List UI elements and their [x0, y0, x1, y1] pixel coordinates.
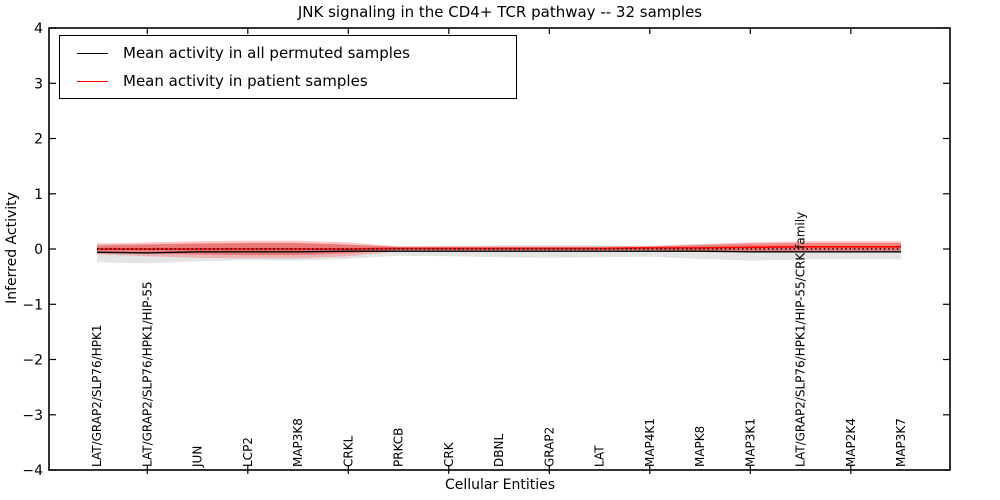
y-axis-label: Inferred Activity — [4, 192, 20, 304]
x-tick-label: LAT — [593, 445, 607, 467]
x-tick-label: LCP2 — [241, 437, 255, 467]
x-tick-label: MAP3K7 — [894, 418, 908, 467]
y-tick-label: 1 — [34, 187, 43, 203]
x-tick-label: DBNL — [492, 434, 506, 467]
legend-label-permuted: Mean activity in all permuted samples — [123, 44, 410, 62]
legend-item-permuted: Mean activity in all permuted samples — [60, 39, 516, 67]
y-tick-label: −1 — [22, 297, 43, 313]
x-axis-label: Cellular Entities — [444, 477, 556, 493]
x-tick-label: GRAP2 — [543, 427, 557, 467]
chart-title: JNK signaling in the CD4+ TCR pathway --… — [297, 3, 703, 21]
x-tick-label: MAP3K1 — [744, 418, 758, 467]
x-tick-label: LAT/GRAP2/SLP76/HPK1/HIP-55 — [141, 281, 155, 467]
x-tick-label: JUN — [191, 446, 205, 468]
legend-line-permuted-icon — [77, 52, 108, 54]
y-tick-label: 0 — [34, 242, 43, 258]
y-tick-label: −2 — [22, 353, 43, 369]
x-tick-label: MAP3K8 — [291, 418, 305, 467]
x-axis-ticks — [146, 28, 852, 474]
y-tick-label: 2 — [34, 132, 43, 148]
x-tick-label: CRK — [442, 441, 456, 467]
legend: Mean activity in all permuted samples Me… — [59, 35, 517, 99]
x-tick-label: MAP4K1 — [643, 418, 657, 467]
band — [97, 240, 901, 259]
y-axis-ticks — [49, 27, 950, 471]
y-tick-label: −3 — [22, 408, 43, 424]
x-tick-labels: LAT/GRAP2/SLP76/HPK1 LAT/GRAP2/SLP76/HPK1… — [90, 212, 908, 468]
series-lines — [96, 246, 901, 254]
x-tick-label: LAT/GRAP2/SLP76/HPK1/HIP-55/CRK family — [794, 212, 808, 467]
y-tick-label: 4 — [34, 21, 43, 37]
x-tick-label: MAPK8 — [693, 426, 707, 467]
x-tick-label: LAT/GRAP2/SLP76/HPK1 — [90, 325, 104, 468]
y-tick-labels: 4 3 2 1 0 −1 −2 −3 −4 — [22, 21, 43, 479]
y-tick-label: 3 — [34, 76, 43, 92]
x-tick-label: CRKL — [342, 435, 356, 467]
legend-item-patient: Mean activity in patient samples — [60, 67, 516, 95]
y-tick-label: −4 — [22, 463, 43, 479]
legend-label-patient: Mean activity in patient samples — [123, 72, 368, 90]
legend-line-patient-icon — [77, 80, 108, 82]
series-line — [96, 250, 901, 254]
x-tick-label: PRKCB — [392, 428, 406, 467]
x-tick-label: MAP2K4 — [844, 418, 858, 467]
